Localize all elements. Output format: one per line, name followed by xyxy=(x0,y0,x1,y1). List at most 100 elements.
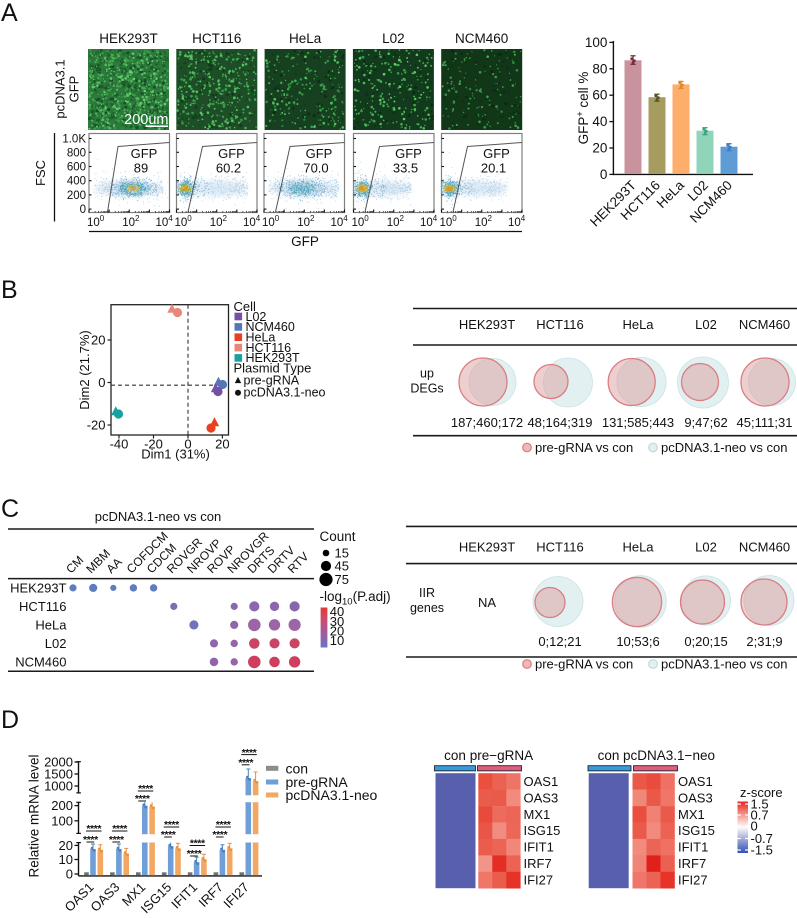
svg-text:HEK293T: HEK293T xyxy=(459,317,515,332)
svg-text:genes: genes xyxy=(410,601,444,615)
svg-text:GFP: GFP xyxy=(291,234,319,249)
svg-text:-log10(P.adj): -log10(P.adj) xyxy=(320,589,391,608)
svg-text:pcDNA3.1-neo vs con: pcDNA3.1-neo vs con xyxy=(661,657,787,672)
svg-text:ISG15: ISG15 xyxy=(678,823,715,838)
svg-text:20: 20 xyxy=(330,623,344,638)
svg-text:L02: L02 xyxy=(246,310,267,324)
svg-text:60: 60 xyxy=(592,88,607,103)
svg-text:10: 10 xyxy=(59,852,73,867)
svg-text:up: up xyxy=(420,367,434,381)
svg-text:1000: 1000 xyxy=(44,779,73,794)
svg-text:HEK293T: HEK293T xyxy=(459,540,515,555)
svg-text:****: **** xyxy=(83,834,99,846)
svg-text:OAS3: OAS3 xyxy=(524,790,559,805)
svg-text:80: 80 xyxy=(592,61,607,76)
svg-text:pre-gRNA vs con: pre-gRNA vs con xyxy=(535,440,633,455)
svg-text:100: 100 xyxy=(585,35,608,50)
svg-text:pcDNA3.1-neo vs con: pcDNA3.1-neo vs con xyxy=(95,509,221,524)
svg-text:-0.7: -0.7 xyxy=(751,831,773,846)
svg-text:0: 0 xyxy=(98,375,105,390)
svg-text:-1.5: -1.5 xyxy=(751,843,773,858)
svg-text:0: 0 xyxy=(80,204,86,216)
svg-text:70.0: 70.0 xyxy=(303,161,328,176)
svg-text:HCT116: HCT116 xyxy=(246,341,292,355)
svg-text:200um: 200um xyxy=(124,112,168,128)
svg-text:20: 20 xyxy=(592,141,607,156)
svg-text:B: B xyxy=(1,276,18,304)
svg-text:IFIT1: IFIT1 xyxy=(524,840,554,855)
svg-text:****: **** xyxy=(212,829,228,841)
svg-text:****: **** xyxy=(242,747,258,759)
svg-text:0: 0 xyxy=(751,819,758,834)
svg-text:200: 200 xyxy=(51,798,73,813)
svg-text:HeLa: HeLa xyxy=(622,317,654,332)
svg-text:0;12;21: 0;12;21 xyxy=(538,634,581,649)
svg-text:Count: Count xyxy=(320,529,356,544)
svg-text:pcDNA3.1-neo: pcDNA3.1-neo xyxy=(244,386,326,400)
svg-text:HeLa: HeLa xyxy=(246,331,276,345)
svg-text:****: **** xyxy=(86,823,102,835)
svg-text:0: 0 xyxy=(600,167,608,182)
svg-text:187;460;172: 187;460;172 xyxy=(451,415,523,430)
svg-text:33.5: 33.5 xyxy=(393,161,418,176)
svg-text:ISG15: ISG15 xyxy=(524,823,561,838)
svg-text:pre-gRNA: pre-gRNA xyxy=(286,774,349,790)
svg-text:****: **** xyxy=(112,823,128,835)
svg-text:HEK293T: HEK293T xyxy=(246,351,301,365)
svg-text:GFP: GFP xyxy=(131,146,158,161)
svg-text:z-score: z-score xyxy=(740,785,783,800)
svg-text:GFP: GFP xyxy=(395,146,422,161)
svg-text:HCT116: HCT116 xyxy=(19,599,66,614)
svg-text:1.5: 1.5 xyxy=(751,797,769,812)
svg-text:D: D xyxy=(1,706,19,734)
svg-text:48;164;319: 48;164;319 xyxy=(527,415,592,430)
svg-text:Dim1 (31%): Dim1 (31%) xyxy=(141,447,210,462)
svg-text:20.1: 20.1 xyxy=(481,161,506,176)
svg-text:45;111;31: 45;111;31 xyxy=(737,415,793,430)
svg-text:20: 20 xyxy=(59,838,73,853)
svg-text:2;31;9: 2;31;9 xyxy=(746,634,782,649)
svg-text:800: 800 xyxy=(67,147,86,159)
svg-text:IFI27: IFI27 xyxy=(678,872,708,887)
svg-text:NA: NA xyxy=(478,595,496,610)
svg-text:HEK293T: HEK293T xyxy=(99,31,158,46)
svg-text:MX1: MX1 xyxy=(524,807,551,822)
svg-text:pcDNA3.1-neo: pcDNA3.1-neo xyxy=(286,787,378,803)
svg-text:GFP: GFP xyxy=(483,146,510,161)
svg-text:L02: L02 xyxy=(695,540,717,555)
svg-text:10;53;6: 10;53;6 xyxy=(616,634,659,649)
svg-text:HCT116: HCT116 xyxy=(536,540,583,555)
svg-text:****: **** xyxy=(161,829,177,841)
svg-text:60.2: 60.2 xyxy=(216,161,241,176)
svg-text:L02: L02 xyxy=(382,31,405,46)
svg-text:40: 40 xyxy=(592,114,607,129)
svg-text:DEGs: DEGs xyxy=(410,382,443,396)
svg-text:131;585;443: 131;585;443 xyxy=(602,415,674,430)
svg-text:IRF7: IRF7 xyxy=(678,856,706,871)
svg-text:NCM460: NCM460 xyxy=(15,654,66,669)
svg-text:30: 30 xyxy=(330,614,344,629)
svg-text:-20: -20 xyxy=(144,437,163,452)
svg-text:pre-gRNA: pre-gRNA xyxy=(244,374,300,388)
svg-text:HCT116: HCT116 xyxy=(536,317,583,332)
svg-text:****: **** xyxy=(109,834,125,846)
svg-text:HeLa: HeLa xyxy=(35,617,67,632)
svg-text:Cell: Cell xyxy=(234,299,257,314)
svg-text:0;20;15: 0;20;15 xyxy=(684,634,727,649)
svg-text:A: A xyxy=(1,0,18,27)
svg-text:****: **** xyxy=(190,838,206,850)
svg-text:10: 10 xyxy=(330,633,344,648)
svg-text:2000: 2000 xyxy=(44,755,73,770)
svg-text:IFIT1: IFIT1 xyxy=(678,840,708,855)
svg-text:MX1: MX1 xyxy=(678,807,705,822)
svg-text:400: 400 xyxy=(67,176,86,188)
svg-text:HeLa: HeLa xyxy=(289,31,322,46)
svg-text:40: 40 xyxy=(330,604,344,619)
svg-text:GFP: GFP xyxy=(218,146,245,161)
svg-text:****: **** xyxy=(216,819,232,831)
svg-text:600: 600 xyxy=(67,162,86,174)
svg-text:NCM460: NCM460 xyxy=(739,317,790,332)
svg-text:GFP: GFP xyxy=(67,76,82,103)
svg-text:****: **** xyxy=(238,757,254,769)
svg-text:OAS1: OAS1 xyxy=(678,774,713,789)
